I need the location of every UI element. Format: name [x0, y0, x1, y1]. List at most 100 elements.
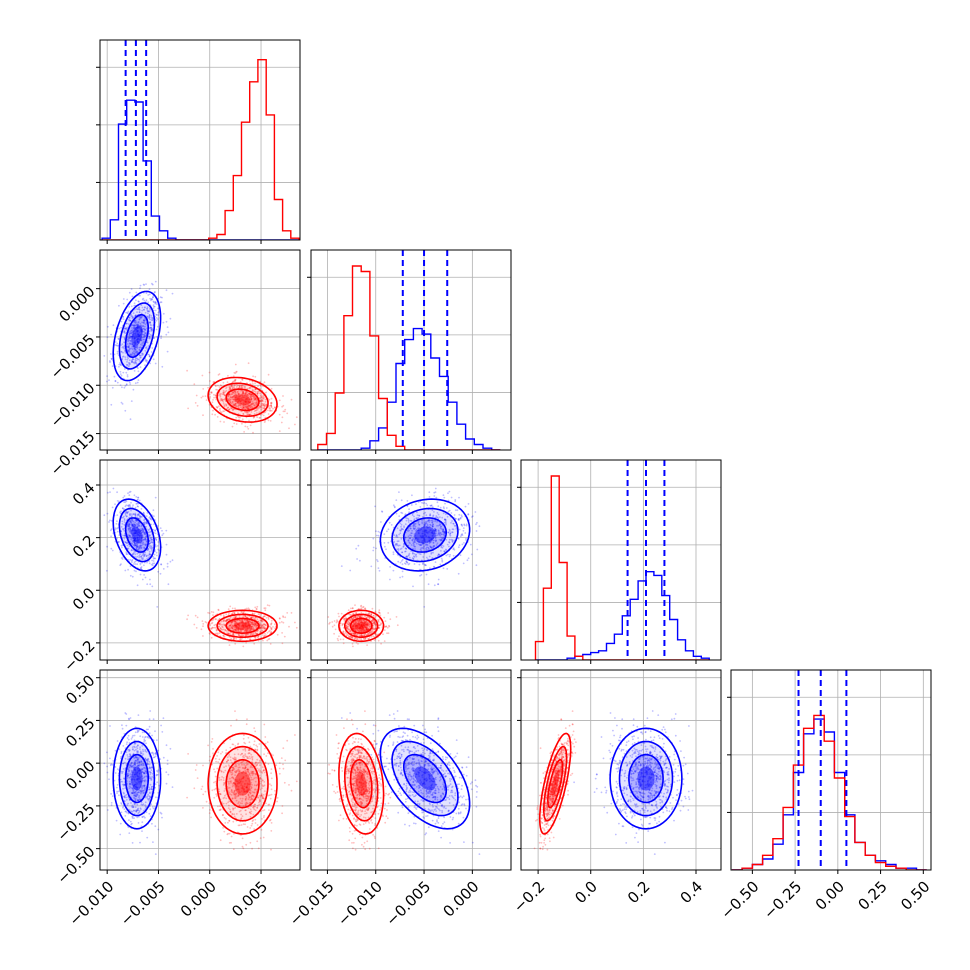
scatter-point — [136, 555, 139, 558]
scatter-point — [139, 287, 141, 290]
scatter-point — [459, 517, 462, 520]
scatter-point — [142, 538, 145, 541]
scatter-point — [122, 534, 125, 537]
scatter-point — [443, 531, 445, 534]
scatter-point — [136, 529, 139, 532]
scatter-point — [136, 343, 139, 346]
scatter-point — [424, 541, 427, 543]
scatter-point — [141, 330, 144, 333]
scatter-point — [132, 520, 135, 523]
scatter-point — [445, 513, 447, 516]
scatter-point — [137, 333, 140, 336]
scatter-point — [116, 381, 119, 384]
scatter-point — [651, 710, 654, 712]
scatter-point — [144, 328, 147, 331]
scatter-point — [128, 319, 131, 322]
scatter-point — [139, 530, 142, 532]
scatter-point — [123, 386, 126, 389]
scatter-point — [375, 743, 377, 745]
scatter-point — [137, 326, 139, 328]
scatter-point — [121, 727, 124, 730]
scatter-point — [132, 513, 135, 515]
scatter-point — [131, 533, 134, 535]
scatter-point — [408, 562, 411, 565]
scatter-point — [401, 570, 404, 573]
scatter-point — [412, 552, 414, 554]
scatter-point — [421, 519, 423, 522]
scatter-point — [419, 529, 422, 531]
scatter-point — [154, 496, 157, 499]
panel-grid-2-1 — [311, 460, 511, 660]
scatter-point — [420, 528, 423, 530]
scatter-point — [621, 727, 623, 730]
scatter-point — [427, 583, 430, 586]
scatter-point — [133, 341, 136, 344]
scatter-point — [148, 335, 151, 338]
scatter-point — [434, 537, 437, 540]
scatter-point — [141, 309, 144, 312]
scatter-point — [142, 321, 145, 324]
scatter-point — [140, 335, 142, 337]
scatter-point — [397, 554, 400, 557]
scatter-point — [140, 516, 142, 518]
scatter-point — [130, 315, 133, 318]
scatter-point — [401, 806, 404, 809]
scatter-point — [116, 344, 119, 347]
scatter-point — [429, 546, 432, 548]
scatter-point — [404, 536, 407, 539]
scatter-point — [138, 318, 141, 321]
scatter-point — [129, 320, 132, 322]
scatter-point — [136, 520, 138, 522]
scatter-point — [140, 336, 143, 339]
scatter-point — [431, 506, 434, 508]
scatter-point — [443, 531, 446, 534]
scatter-point — [116, 530, 119, 533]
panel-grid-1-1 — [311, 250, 511, 450]
scatter-point — [127, 336, 130, 339]
scatter-point — [132, 358, 134, 361]
scatter-point — [129, 363, 132, 365]
scatter-point — [132, 324, 135, 327]
scatter-point — [423, 521, 426, 524]
scatter-point — [122, 355, 125, 358]
scatter-point — [128, 534, 131, 537]
scatter-point — [128, 534, 131, 537]
scatter-point — [138, 316, 141, 319]
scatter-point — [116, 350, 119, 353]
scatter-point — [424, 529, 426, 532]
scatter-point — [123, 534, 126, 537]
scatter-point — [154, 529, 156, 532]
scatter-point — [413, 538, 415, 540]
scatter-point — [135, 321, 138, 323]
scatter-point — [133, 362, 136, 365]
scatter-point — [349, 569, 352, 572]
scatter-point — [127, 365, 130, 368]
scatter-point — [136, 523, 138, 525]
scatter-point — [135, 539, 138, 542]
scatter-point — [430, 538, 433, 541]
scatter-point — [388, 521, 391, 524]
scatter-point — [130, 530, 133, 532]
scatter-point — [428, 491, 431, 494]
scatter-point — [127, 521, 130, 524]
scatter-point — [372, 724, 375, 727]
scatter-point — [420, 574, 423, 576]
scatter-point — [127, 547, 130, 550]
scatter-point — [461, 533, 463, 535]
scatter-point — [120, 544, 123, 547]
scatter-point — [404, 523, 407, 526]
scatter-point — [637, 841, 639, 843]
scatter-point — [149, 297, 152, 300]
scatter-point — [686, 772, 689, 775]
scatter-point — [150, 315, 153, 317]
scatter-point — [464, 532, 467, 534]
scatter-point — [124, 505, 127, 508]
scatter-point — [446, 543, 449, 546]
scatter-point — [430, 504, 433, 507]
scatter-point — [132, 358, 135, 361]
scatter-point — [470, 553, 473, 556]
scatter-point — [148, 310, 151, 313]
scatter-point — [133, 536, 136, 538]
scatter-point — [397, 540, 400, 542]
scatter-point — [148, 546, 151, 549]
